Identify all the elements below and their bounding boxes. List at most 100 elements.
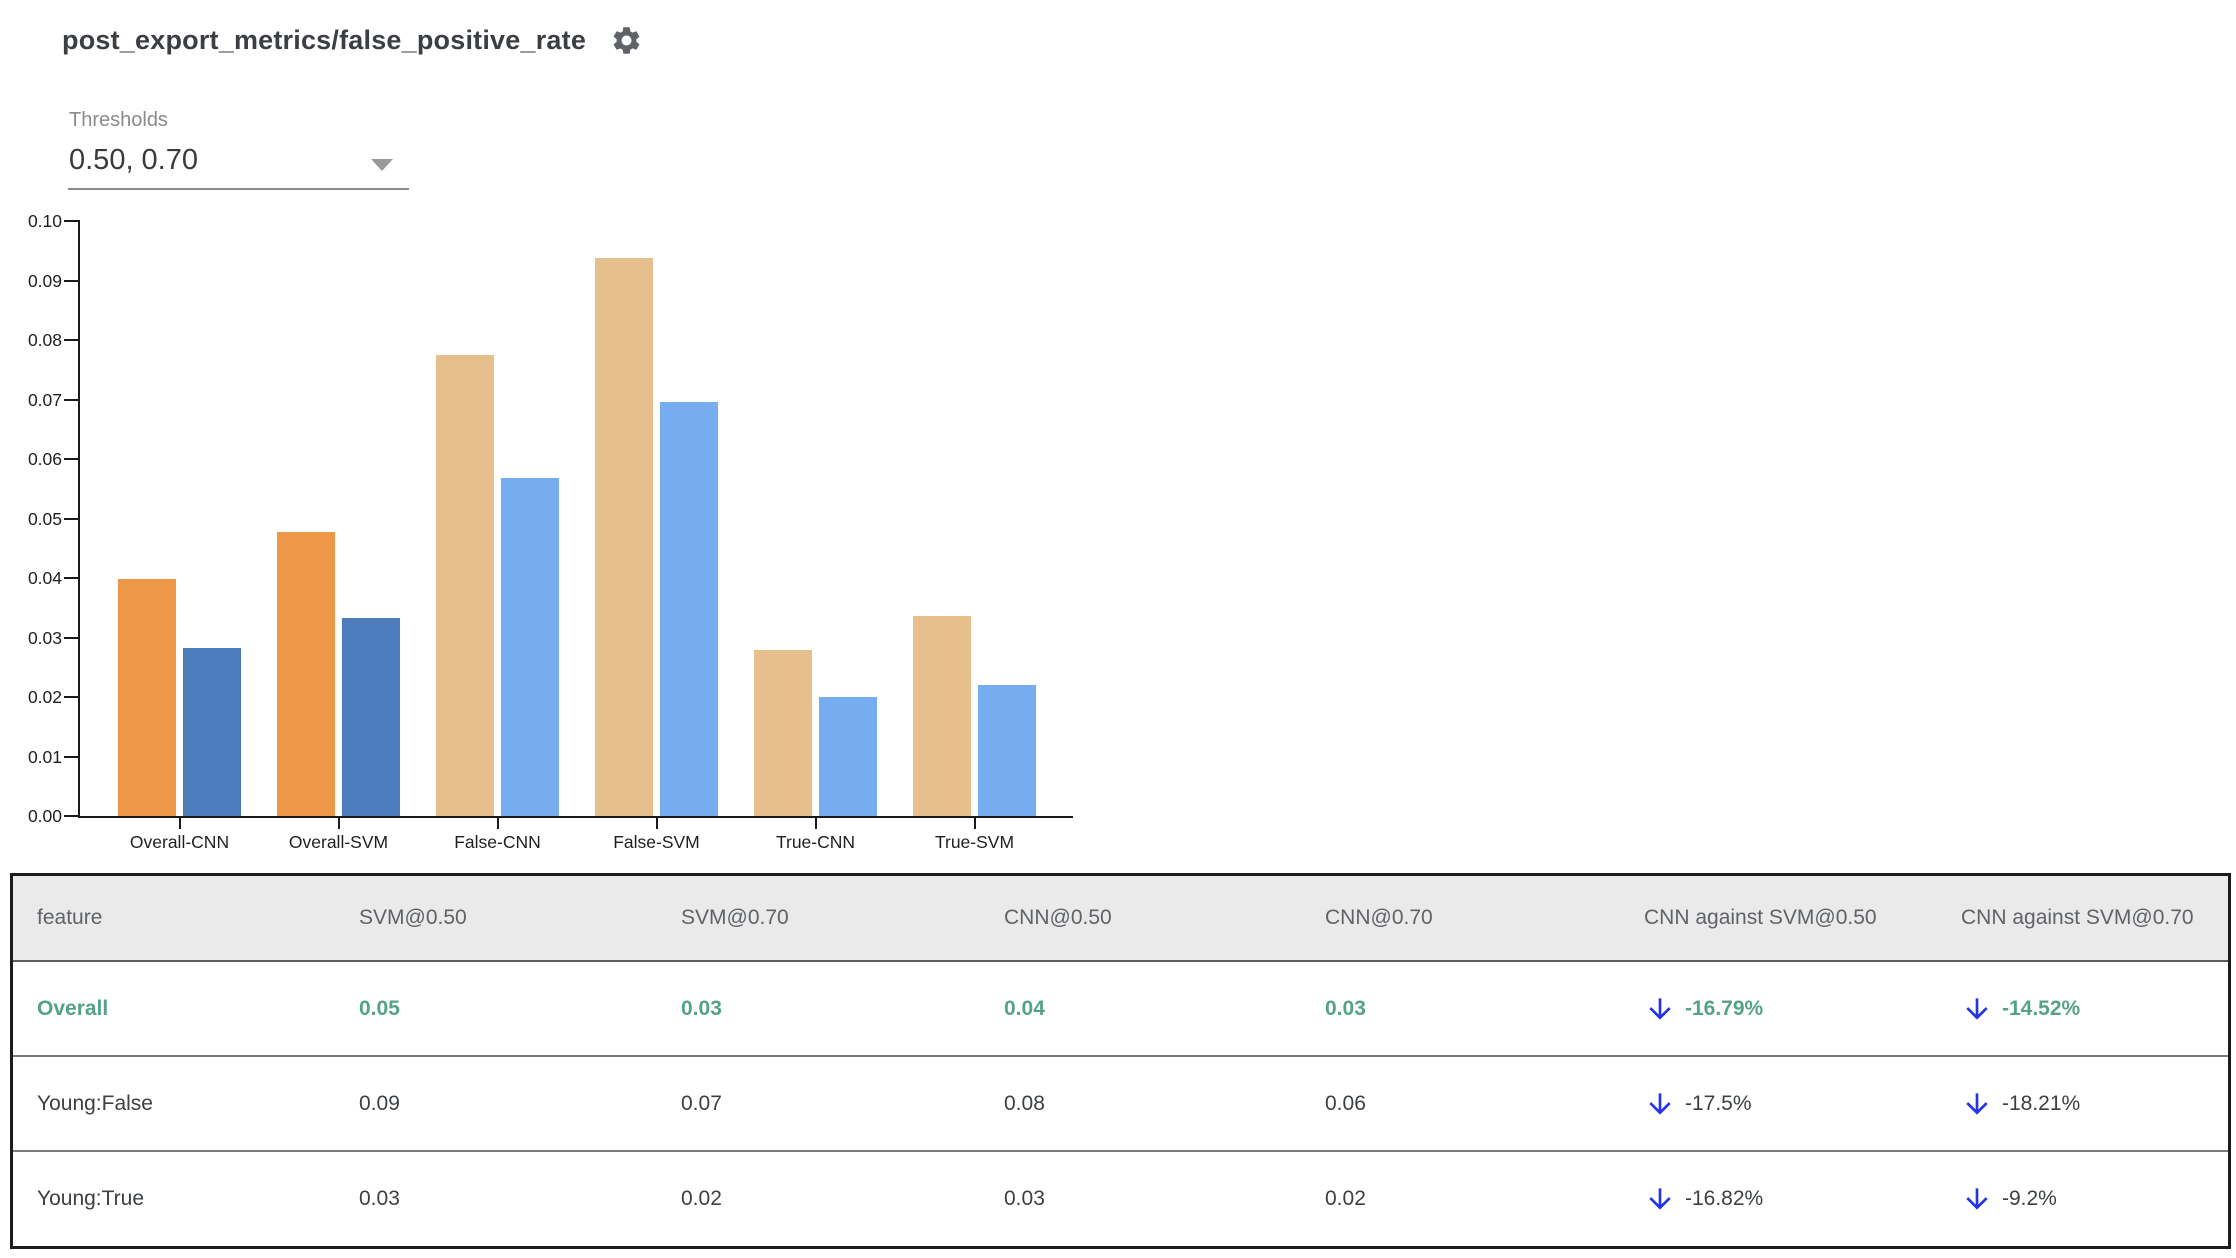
y-axis-tick-label: 0.09: [27, 270, 62, 291]
thresholds-select[interactable]: 0.50, 0.70: [68, 140, 409, 190]
y-axis-tick-label: 0.03: [27, 627, 62, 648]
metric-value-cell: 0.03: [681, 996, 722, 1020]
change-value: -16.79%: [1685, 996, 1764, 1020]
metric-value-cell: 0.06: [1325, 1091, 1366, 1115]
change-value: -17.5%: [1685, 1091, 1752, 1115]
y-axis-tick: [64, 636, 78, 639]
change-cell: -14.52%: [1937, 961, 2228, 1056]
y-axis-tick: [64, 220, 78, 222]
feature-cell: Young:True: [37, 1187, 145, 1210]
metric-value-cell: 0.05: [359, 996, 400, 1020]
y-axis-tick: [64, 755, 78, 758]
change-cell: -17.5%: [1620, 1056, 1937, 1151]
change-value: -18.21%: [2002, 1091, 2081, 1115]
y-axis: [78, 220, 80, 818]
bar-false-cnn-threshold0.70[interactable]: [501, 478, 559, 816]
table-row-young-true[interactable]: Young:True 0.03 0.02 0.03 0.02 -16.82% -9.2%: [13, 1151, 2228, 1246]
bar-overall-svm-threshold0.70[interactable]: [342, 618, 400, 816]
bar-false-svm-threshold0.50[interactable]: [595, 258, 653, 816]
column-header-1: SVM@0.50: [335, 876, 657, 962]
y-axis-tick-label: 0.02: [27, 687, 62, 707]
column-header-5: CNN against SVM@0.50: [1620, 876, 1937, 962]
bar-overall-cnn-threshold0.70[interactable]: [183, 647, 241, 816]
down-arrow-icon: [1966, 1188, 1988, 1210]
metric-value-cell: 0.07: [681, 1091, 722, 1115]
feature-cell: Young:False: [37, 1091, 153, 1115]
y-axis-tick: [64, 339, 78, 341]
y-axis-tick: [64, 696, 78, 698]
y-axis-tick: [64, 815, 78, 817]
change-value: -16.82%: [1685, 1187, 1764, 1210]
metrics-table: feature SVM@0.50 SVM@0.70 CNN@0.50 CNN@0.70 C…: [10, 873, 2231, 1249]
change-value: -9.2%: [2002, 1187, 2057, 1210]
x-axis-label-true-cnn: True-CNN: [775, 832, 856, 852]
column-header-4: CNN@0.70: [1301, 876, 1620, 962]
x-axis-label-overall-cnn: Overall-CNN: [129, 832, 230, 852]
down-arrow-icon: [1966, 1092, 1988, 1115]
y-axis-tick-label: 0.04: [27, 568, 62, 588]
x-axis-tick: [178, 818, 181, 829]
dropdown-arrow-icon: [371, 159, 393, 171]
y-axis-tick-label: 0.08: [27, 330, 62, 350]
x-axis-label-false-svm: False-SVM: [613, 832, 700, 852]
y-axis-tick: [64, 517, 78, 520]
y-axis-tick: [64, 279, 78, 282]
table-row-overall[interactable]: Overall 0.05 0.03 0.04 0.03 -16.79% -14.52%: [13, 961, 2228, 1056]
metric-value-cell: 0.09: [359, 1091, 400, 1115]
x-axis-tick: [973, 818, 976, 829]
x-axis: [78, 816, 1073, 818]
column-header-3: CNN@0.50: [980, 876, 1301, 962]
x-axis-tick: [814, 818, 817, 829]
x-axis-label-false-cnn: False-CNN: [454, 832, 541, 852]
column-header-6: CNN against SVM@0.70: [1937, 876, 2228, 962]
down-arrow-icon: [1966, 997, 1988, 1020]
bar-overall-cnn-threshold0.50[interactable]: [118, 579, 176, 816]
metric-value-cell: 0.08: [1004, 1091, 1045, 1115]
metric-value-cell: 0.03: [1325, 996, 1366, 1020]
bar-true-svm-threshold0.50[interactable]: [913, 616, 971, 816]
y-axis-tick: [64, 458, 78, 460]
y-axis-tick-label: 0.10: [27, 211, 62, 231]
metric-value-cell: 0.03: [359, 1187, 400, 1210]
metric-value-cell: 0.04: [1004, 996, 1045, 1020]
y-axis-tick-label: 0.07: [27, 389, 62, 410]
feature-cell: Overall: [37, 996, 109, 1020]
change-cell: -16.82%: [1620, 1151, 1937, 1246]
header: post_export_metrics/false_positive_rate: [62, 24, 643, 57]
page-title: post_export_metrics/false_positive_rate: [62, 25, 587, 55]
column-header-0: feature: [13, 876, 335, 962]
x-axis-tick: [655, 818, 658, 829]
y-axis-tick-label: 0.01: [27, 746, 62, 767]
bar-chart: 0.00 0.01 0.02 0.03 0.04 0.05 0.06 0.07 0.08 0.09…: [0, 0, 1120, 870]
change-cell: -18.21%: [1937, 1056, 2228, 1151]
down-arrow-icon: [1649, 1188, 1671, 1210]
bar-false-cnn-threshold0.50[interactable]: [436, 355, 494, 816]
metric-value-cell: 0.02: [1325, 1187, 1366, 1210]
x-axis-label-overall-svm: Overall-SVM: [288, 832, 389, 852]
bar-true-cnn-threshold0.50[interactable]: [754, 649, 812, 816]
thresholds-label: Thresholds: [69, 109, 168, 131]
x-axis-tick: [337, 818, 340, 829]
column-header-2: SVM@0.70: [657, 876, 980, 962]
change-cell: -9.2%: [1937, 1151, 2228, 1246]
bar-overall-svm-threshold0.50[interactable]: [277, 531, 335, 816]
bar-true-svm-threshold0.70[interactable]: [978, 685, 1036, 816]
change-cell: -16.79%: [1620, 961, 1937, 1056]
y-axis-tick-label: 0.00: [27, 806, 62, 826]
x-axis-label-true-svm: True-SVM: [934, 832, 1015, 852]
settings-gear-icon[interactable]: [610, 24, 643, 57]
y-axis-tick-label: 0.05: [27, 508, 62, 529]
down-arrow-icon: [1649, 997, 1671, 1020]
down-arrow-icon: [1649, 1092, 1671, 1115]
y-axis-tick: [64, 398, 78, 401]
table-row-young-false[interactable]: Young:False 0.09 0.07 0.08 0.06 -17.5% -18.21%: [13, 1056, 2228, 1151]
x-axis-tick: [496, 818, 499, 829]
metric-value-cell: 0.02: [681, 1187, 722, 1210]
thresholds-select-value: 0.50, 0.70: [69, 144, 198, 176]
change-value: -14.52%: [2002, 996, 2081, 1020]
y-axis-tick: [64, 577, 78, 579]
y-axis-tick-label: 0.06: [27, 449, 62, 469]
bar-true-cnn-threshold0.70[interactable]: [819, 697, 877, 816]
bar-false-svm-threshold0.70[interactable]: [660, 402, 718, 816]
